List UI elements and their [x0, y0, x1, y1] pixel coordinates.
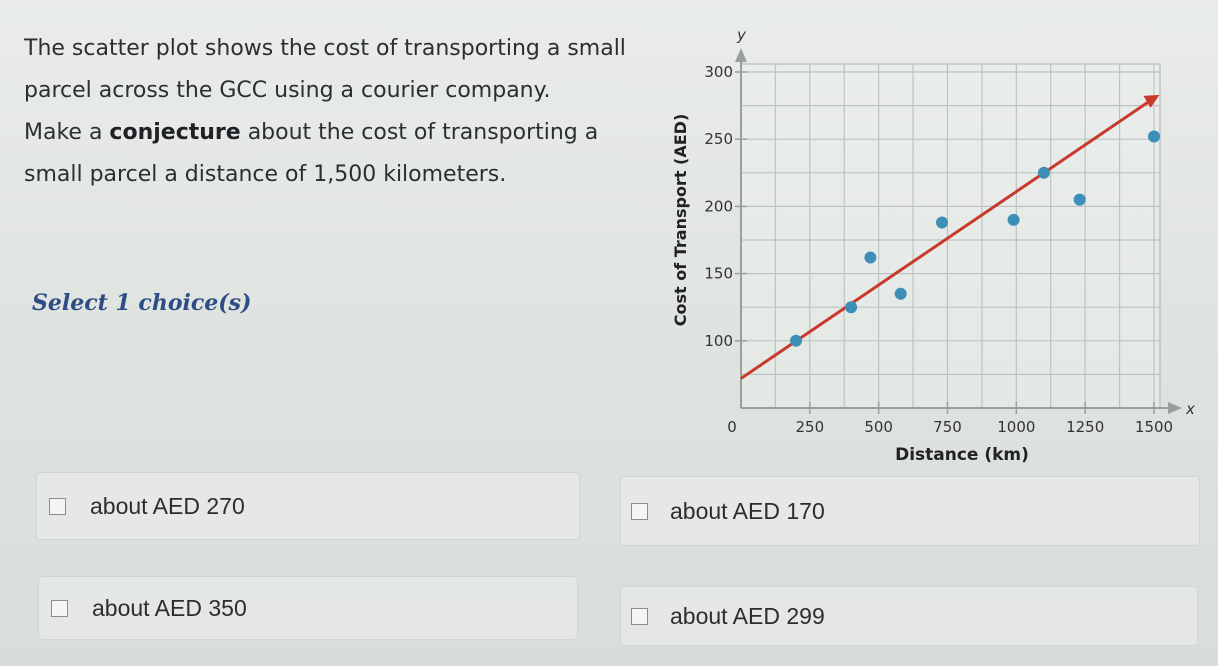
y-axis-arrow-icon — [735, 48, 747, 62]
data-point — [894, 287, 907, 300]
choice-option-3[interactable]: about AED 350 — [38, 576, 578, 640]
select-prompt: Select 1 choice(s) — [32, 290, 252, 316]
trend-line-arrow-icon — [1143, 94, 1160, 108]
question-line-4: small parcel a distance of 1,500 kilomet… — [24, 162, 507, 187]
choice-option-4[interactable]: about AED 299 — [620, 586, 1198, 646]
x-axis-title: Distance (km) — [895, 445, 1029, 465]
data-point — [864, 251, 877, 264]
data-point — [1073, 193, 1086, 206]
x-tick-label: 1000 — [997, 418, 1035, 436]
question-line-3-end: about the cost of transporting a — [240, 120, 599, 145]
y-tick-label: 150 — [704, 265, 733, 283]
x-axis-letter: x — [1185, 400, 1195, 418]
x-tick-label: 750 — [933, 418, 962, 436]
y-axis-title: Cost of Transport (AED) — [671, 114, 690, 327]
y-axis-letter: y — [736, 26, 747, 44]
choice-option-1[interactable]: about AED 270 — [36, 472, 580, 540]
x-tick-label: 1500 — [1135, 418, 1173, 436]
data-point — [1148, 130, 1160, 143]
checkbox-icon[interactable] — [631, 607, 648, 625]
x-tick-label: 250 — [796, 418, 825, 436]
data-point — [935, 216, 948, 229]
data-point — [1007, 213, 1020, 226]
y-tick-label: 250 — [704, 130, 733, 148]
question-line-1: The scatter plot shows the cost of trans… — [24, 36, 626, 61]
checkbox-icon[interactable] — [49, 497, 66, 515]
x-tick-label: 1250 — [1066, 418, 1104, 436]
choice-option-2[interactable]: about AED 170 — [620, 476, 1200, 546]
y-tick-label: 200 — [704, 197, 733, 215]
data-point — [1037, 166, 1050, 179]
x-tick-label: 0 — [727, 418, 737, 436]
question-line-2: parcel across the GCC using a courier co… — [24, 78, 551, 103]
conjecture-keyword: conjecture — [109, 120, 241, 145]
checkbox-icon[interactable] — [631, 502, 648, 520]
y-tick-label: 100 — [704, 332, 733, 350]
question-line-3-start: Make a — [24, 120, 110, 145]
y-tick-label: 300 — [704, 63, 733, 81]
question-line-3: Make a conjecture about the cost of tran… — [24, 112, 664, 154]
x-tick-label: 500 — [864, 418, 893, 436]
question-text: The scatter plot shows the cost of trans… — [24, 28, 664, 196]
choice-label: about AED 350 — [92, 594, 247, 621]
checkbox-icon[interactable] — [51, 599, 68, 617]
x-axis-arrow-icon — [1168, 402, 1182, 414]
data-point — [845, 301, 858, 314]
trend-line — [740, 98, 1153, 380]
choice-label: about AED 270 — [90, 492, 245, 519]
data-point — [790, 334, 803, 347]
choice-label: about AED 299 — [670, 602, 825, 629]
choice-label: about AED 170 — [670, 497, 825, 524]
